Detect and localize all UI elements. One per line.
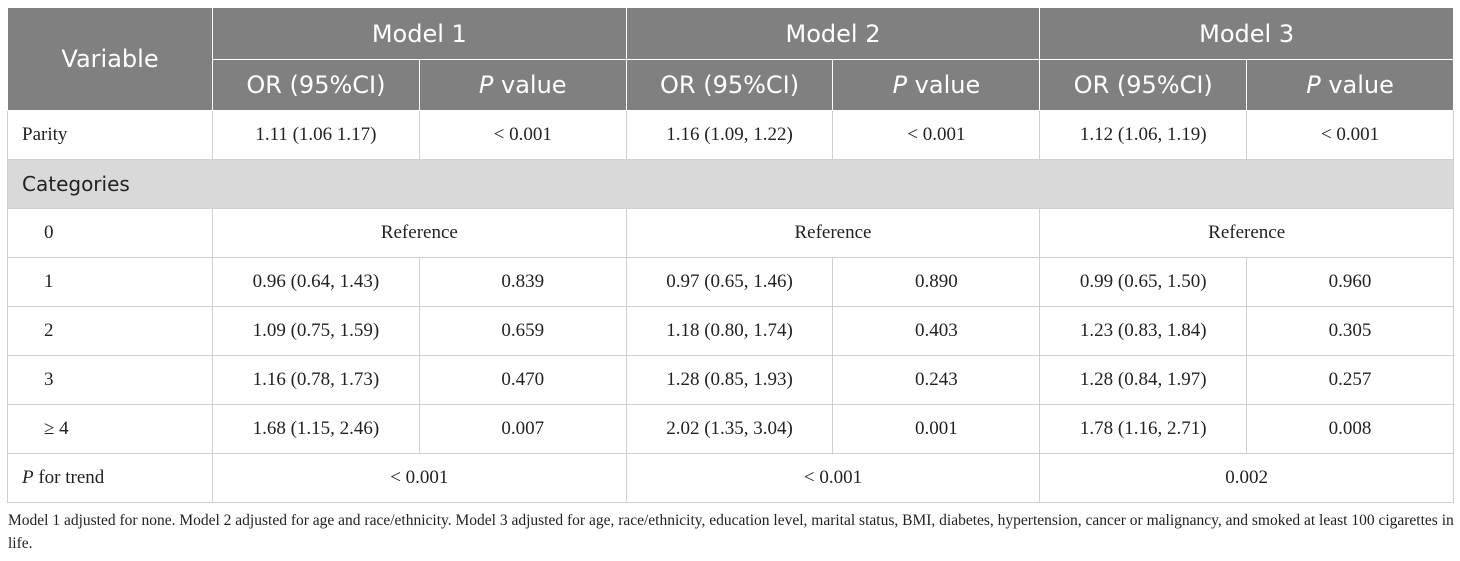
cell-m1-or: 1.16 (0.78, 1.73) — [212, 355, 420, 405]
cell-m2-or: 1.18 (0.80, 1.74) — [625, 306, 834, 356]
cell-m1-reference: Reference — [212, 208, 627, 258]
model-3-header: Model 3 — [1039, 7, 1454, 60]
table-row: 2 1.09 (0.75, 1.59) 0.659 1.18 (0.80, 1.… — [7, 306, 1454, 356]
cell-m2-trend: < 0.001 — [625, 453, 1041, 503]
cell-m2-p: 0.890 — [832, 257, 1041, 307]
odds-ratio-table: Variable Model 1 Model 2 Model 3 OR (95%… — [7, 7, 1454, 503]
cell-m2-or: 0.97 (0.65, 1.46) — [625, 257, 834, 307]
cell-m2-p: 0.001 — [832, 404, 1041, 454]
cell-m3-p: 0.960 — [1246, 257, 1454, 307]
cell-m2-p: < 0.001 — [832, 110, 1041, 160]
cell-m2-reference: Reference — [625, 208, 1041, 258]
row-label: Parity — [7, 110, 213, 160]
cell-m1-p: 0.470 — [418, 355, 627, 405]
cell-m1-or: 1.68 (1.15, 2.46) — [212, 404, 420, 454]
cell-m1-trend: < 0.001 — [212, 453, 627, 503]
row-label: 3 — [7, 355, 213, 405]
cell-m1-p: < 0.001 — [418, 110, 627, 160]
cell-m1-or: 1.11 (1.06 1.17) — [212, 110, 420, 160]
categories-label: Categories — [7, 159, 1454, 209]
cell-m3-p: 0.305 — [1246, 306, 1454, 356]
m3-or-header: OR (95%CI) — [1039, 59, 1248, 111]
cell-m3-p: 0.008 — [1246, 404, 1454, 454]
table-footnote: Model 1 adjusted for none. Model 2 adjus… — [8, 512, 1454, 552]
table-row: 3 1.16 (0.78, 1.73) 0.470 1.28 (0.85, 1.… — [7, 355, 1454, 405]
model-2-header: Model 2 — [625, 7, 1041, 60]
cell-m1-p: 0.007 — [418, 404, 627, 454]
results-table-container: Variable Model 1 Model 2 Model 3 OR (95%… — [7, 7, 1454, 503]
cell-m2-p: 0.403 — [832, 306, 1041, 356]
cell-m3-or: 1.12 (1.06, 1.19) — [1039, 110, 1248, 160]
cell-m3-or: 1.78 (1.16, 2.71) — [1039, 404, 1248, 454]
table-row: ≥ 4 1.68 (1.15, 2.46) 0.007 2.02 (1.35, … — [7, 404, 1454, 454]
cell-m1-or: 1.09 (0.75, 1.59) — [212, 306, 420, 356]
m2-p-header: P value — [832, 59, 1041, 111]
trend-label: P for trend — [7, 453, 213, 503]
model-1-header: Model 1 — [212, 7, 627, 60]
cell-m2-or: 2.02 (1.35, 3.04) — [625, 404, 834, 454]
row-label: 1 — [7, 257, 213, 307]
variable-header: Variable — [7, 7, 213, 111]
table-row: 1 0.96 (0.64, 1.43) 0.839 0.97 (0.65, 1.… — [7, 257, 1454, 307]
m1-or-header: OR (95%CI) — [212, 59, 420, 111]
cell-m2-or: 1.16 (1.09, 1.22) — [625, 110, 834, 160]
row-label: 0 — [7, 208, 213, 258]
m1-p-header: P value — [418, 59, 627, 111]
cell-m2-p: 0.243 — [832, 355, 1041, 405]
cell-m3-reference: Reference — [1039, 208, 1454, 258]
cell-m3-p: < 0.001 — [1246, 110, 1454, 160]
row-label: ≥ 4 — [7, 404, 213, 454]
cell-m3-or: 0.99 (0.65, 1.50) — [1039, 257, 1248, 307]
m2-or-header: OR (95%CI) — [625, 59, 834, 111]
cell-m3-or: 1.28 (0.84, 1.97) — [1039, 355, 1248, 405]
table-row: 0 Reference Reference Reference — [7, 208, 1454, 258]
cell-m1-p: 0.659 — [418, 306, 627, 356]
cell-m2-or: 1.28 (0.85, 1.93) — [625, 355, 834, 405]
table-row-trend: P for trend < 0.001 < 0.001 0.002 — [7, 453, 1454, 503]
m3-p-header: P value — [1246, 59, 1454, 111]
table-row-parity: Parity 1.11 (1.06 1.17) < 0.001 1.16 (1.… — [7, 110, 1454, 160]
categories-row: Categories — [7, 159, 1454, 209]
cell-m1-or: 0.96 (0.64, 1.43) — [212, 257, 420, 307]
row-label: 2 — [7, 306, 213, 356]
cell-m3-or: 1.23 (0.83, 1.84) — [1039, 306, 1248, 356]
cell-m3-trend: 0.002 — [1039, 453, 1454, 503]
cell-m3-p: 0.257 — [1246, 355, 1454, 405]
cell-m1-p: 0.839 — [418, 257, 627, 307]
